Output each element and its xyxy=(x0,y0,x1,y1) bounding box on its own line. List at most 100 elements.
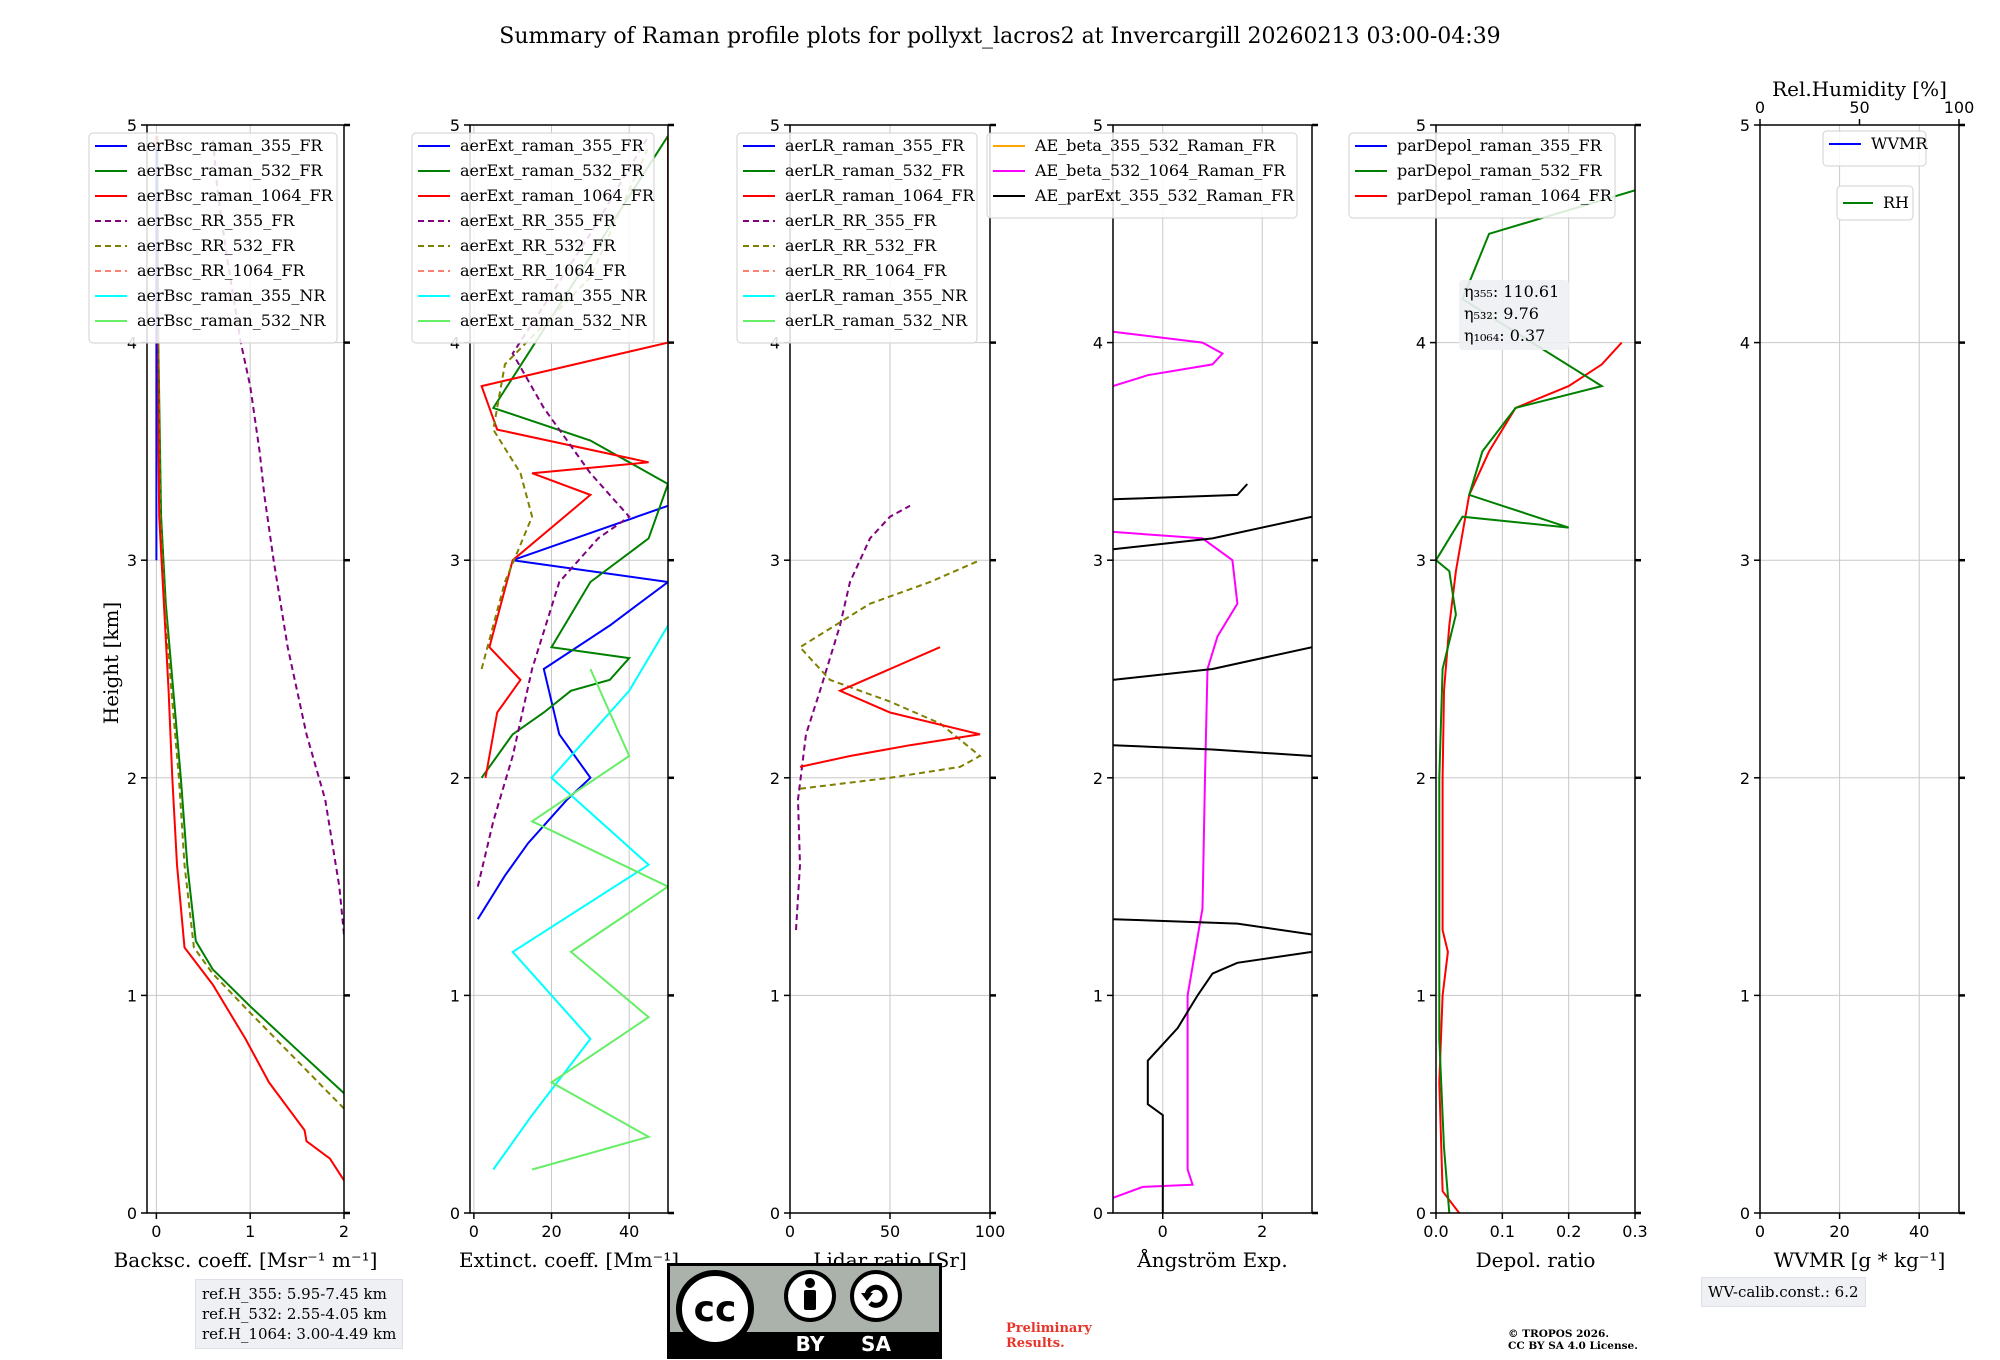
eta-annotation: η₃₅₅: 110.61 η₅₃₂: 9.76 η₁₀₆₄: 0.37 xyxy=(1459,280,1569,350)
legend-box-rh xyxy=(1836,185,1914,221)
series-line-aerLR_RR_532_FR xyxy=(798,559,982,790)
series-group-ae xyxy=(1113,330,1312,1213)
y-tick-label-5: 5 xyxy=(770,116,780,135)
x-tick-label-1: 1 xyxy=(245,1222,255,1241)
y-tick-label-4: 4 xyxy=(1093,334,1103,353)
legend-label-aerLR_raman_355_FR: aerLR_raman_355_FR xyxy=(785,136,965,155)
x-tick-label-2: 100 xyxy=(975,1222,1006,1241)
series-line-AE_beta_532_1064_Raman_FR_upper xyxy=(1113,330,1225,388)
y-tick-label-5: 5 xyxy=(1740,116,1750,135)
y-tick-label-0: 0 xyxy=(127,1204,137,1223)
legend-label-RH: RH xyxy=(1883,193,1909,212)
legend-label-AE_parExt_355_532_Raman_FR: AE_parExt_355_532_Raman_FR xyxy=(1034,186,1295,205)
x-tick-label-0: 0.0 xyxy=(1423,1222,1448,1241)
legend-label-aerExt_RR_1064_FR: aerExt_RR_1064_FR xyxy=(460,261,627,280)
reference-height-box: ref.H_355: 5.95-7.45 km ref.H_532: 2.55-… xyxy=(195,1279,404,1349)
x-tick-label-1: 50 xyxy=(880,1222,900,1241)
y-tick-label-3: 3 xyxy=(1416,551,1426,570)
legend-label-aerExt_raman_532_FR: aerExt_raman_532_FR xyxy=(460,161,645,180)
legend-label-aerBsc_raman_1064_FR: aerBsc_raman_1064_FR xyxy=(137,186,334,205)
legend-label-AE_beta_355_532_Raman_FR: AE_beta_355_532_Raman_FR xyxy=(1034,136,1276,155)
y-tick-label-1: 1 xyxy=(1740,986,1750,1005)
copyright-line-1: © TROPOS 2026. xyxy=(1508,1328,1610,1340)
panel-ae: 0 1 2 3 4 5 0 2 Ångström Exp. AE_beta_355_532_Ram… xyxy=(986,116,1318,1272)
y-tick-label-2: 2 xyxy=(450,769,460,788)
legend-label-aerExt_raman_532_NR: aerExt_raman_532_NR xyxy=(460,311,648,330)
series-line-aerLR_raman_1064_FR xyxy=(799,646,981,768)
y-tick-label-1: 1 xyxy=(450,986,460,1005)
legend-lr: aerLR_raman_355_FR aerLR_raman_532_FR aerL… xyxy=(736,132,978,344)
legend-label-aerExt_RR_532_FR: aerExt_RR_532_FR xyxy=(460,236,617,255)
x-axis-label-ext: Extinct. coeff. [Mm⁻¹] xyxy=(459,1248,679,1272)
x-tick-label-1: 2 xyxy=(1257,1222,1267,1241)
legend-label-parDepol_raman_1064_FR: parDepol_raman_1064_FR xyxy=(1397,186,1613,205)
y-tick-label-2: 2 xyxy=(1416,769,1426,788)
axes-frame-dep xyxy=(1435,124,1636,1214)
by-label: BY xyxy=(796,1332,825,1356)
top-x-axis-label: Rel.Humidity [%] xyxy=(1772,77,1947,101)
x-axis-label-wv: WVMR [g * kg⁻¹] xyxy=(1774,1248,1946,1272)
x-tick-label-0: 0 xyxy=(469,1222,479,1241)
ref-h-355: ref.H_355: 5.95-7.45 km xyxy=(202,1285,387,1303)
legend-label-WVMR: WVMR xyxy=(1871,134,1928,153)
legend-label-aerLR_raman_355_NR: aerLR_raman_355_NR xyxy=(785,286,968,305)
legend-label-parDepol_raman_355_FR: parDepol_raman_355_FR xyxy=(1397,136,1603,155)
series-line-parDepol_raman_1064_FR xyxy=(1438,341,1623,1213)
x-tick-label-2: 0.2 xyxy=(1556,1222,1581,1241)
y-tick-label-1: 1 xyxy=(127,986,137,1005)
series-line-AE_parExt_355_532_Raman_FR_b xyxy=(1113,918,1312,936)
legend-label-aerLR_raman_1064_FR: aerLR_raman_1064_FR xyxy=(785,186,975,205)
sa-arrowhead-icon xyxy=(861,1293,873,1301)
legend-label-aerExt_raman_1064_FR: aerExt_raman_1064_FR xyxy=(460,186,655,205)
y-tick-label-1: 1 xyxy=(770,986,780,1005)
series-group-lr xyxy=(795,504,982,931)
y-tick-label-5: 5 xyxy=(127,116,137,135)
legend-label-parDepol_raman_532_FR: parDepol_raman_532_FR xyxy=(1397,161,1603,180)
axes-frame-ae xyxy=(1112,124,1313,1214)
legend-label-aerBsc_RR_355_FR: aerBsc_RR_355_FR xyxy=(137,211,295,230)
eta-annotation-box xyxy=(1459,280,1569,350)
axes-frame-ext xyxy=(469,124,669,1214)
eta-value-1: η₅₃₂: 9.76 xyxy=(1464,304,1539,323)
x-tick-label-2: 40 xyxy=(1909,1222,1929,1241)
legend-label-aerExt_raman_355_FR: aerExt_raman_355_FR xyxy=(460,136,645,155)
y-tick-label-3: 3 xyxy=(770,551,780,570)
series-group-dep xyxy=(1436,189,1635,1213)
series-line-AE_parExt_355_532_Raman_FR_c xyxy=(1113,744,1312,757)
x-tick-label-3: 0.3 xyxy=(1622,1222,1647,1241)
legend-label-aerBsc_raman_355_NR: aerBsc_raman_355_NR xyxy=(137,286,326,305)
series-line-aerExt_raman_532_FR xyxy=(480,135,668,779)
cc-icon-text: cc xyxy=(694,1289,737,1330)
y-tick-label-0: 0 xyxy=(1093,1204,1103,1223)
y-tick-label-3: 3 xyxy=(450,551,460,570)
legend-box-ext xyxy=(411,132,655,344)
series-group-ext xyxy=(476,135,668,1171)
y-tick-label-3: 3 xyxy=(1093,551,1103,570)
series-line-AE_parExt_355_532_Raman_FR_f xyxy=(1113,483,1249,501)
panel-bsc: 012345012Backsc. coeff. [Msr⁻¹ m⁻¹]aerBs… xyxy=(88,116,377,1272)
x-tick-label-0: 0 xyxy=(1158,1222,1168,1241)
series-line-aerBsc_raman_1064_FR xyxy=(155,135,344,1181)
series-line-parDepol_raman_532_FR xyxy=(1436,189,1635,1213)
legend-label-aerBsc_raman_532_FR: aerBsc_raman_532_FR xyxy=(137,161,323,180)
legend-box-ae xyxy=(986,132,1298,219)
series-line-aerExt_RR_355_FR xyxy=(476,135,650,887)
copyright-line-2: CC BY SA 4.0 License. xyxy=(1508,1340,1638,1352)
legend-ae: AE_beta_355_532_Raman_FR AE_beta_532_1064… xyxy=(986,132,1298,219)
preliminary-line-2: Results. xyxy=(1006,1336,1065,1351)
wv-calib-const: WV-calib.const.: 6.2 xyxy=(1708,1283,1859,1301)
axes-frame-wv xyxy=(1759,124,1960,1214)
y-tick-label-2: 2 xyxy=(770,769,780,788)
copyright-note: © TROPOS 2026. CC BY SA 4.0 License. xyxy=(1508,1328,1638,1352)
legend-label-aerLR_RR_532_FR: aerLR_RR_532_FR xyxy=(785,236,937,255)
x-tick-label-1: 20 xyxy=(1829,1222,1849,1241)
legend-label-aerBsc_raman_355_FR: aerBsc_raman_355_FR xyxy=(137,136,323,155)
legend-label-aerExt_raman_355_NR: aerExt_raman_355_NR xyxy=(460,286,648,305)
series-line-aerExt_raman_1064_FR xyxy=(480,135,668,778)
legend-box-bsc xyxy=(88,132,338,344)
y-tick-label-5: 5 xyxy=(450,116,460,135)
eta-value-0: η₃₅₅: 110.61 xyxy=(1464,282,1559,301)
x-axis-label-ae: Ångström Exp. xyxy=(1136,1247,1287,1272)
series-line-AE_parExt_355_532_Raman_FR xyxy=(1146,950,1312,1213)
